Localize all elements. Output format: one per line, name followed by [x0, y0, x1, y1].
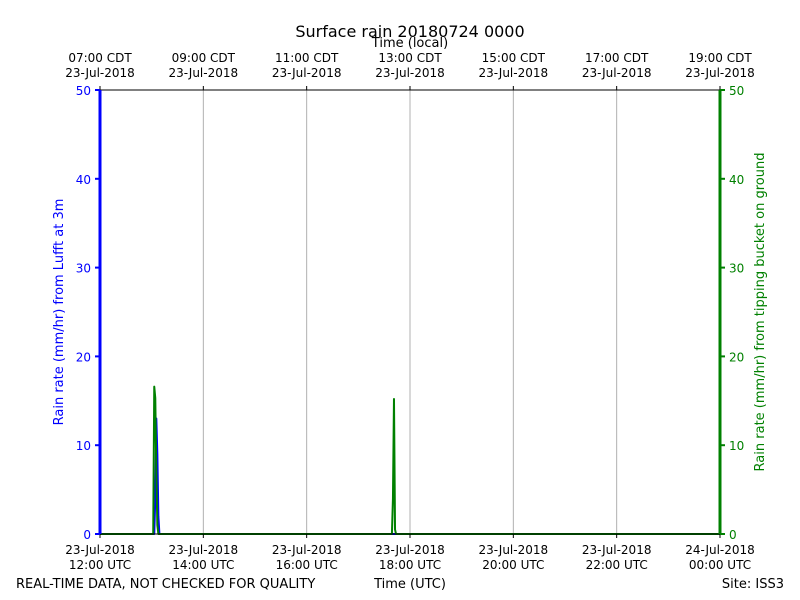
bottom-x-axis-label: Time (UTC): [373, 577, 446, 592]
bottom-tick-label-date: 24-Jul-2018: [685, 543, 755, 557]
top-tick-label-date: 23-Jul-2018: [582, 66, 652, 80]
left-tick-label: 10: [76, 439, 91, 453]
bottom-tick-label-time: 12:00 UTC: [69, 558, 131, 572]
top-x-axis-label: Time (local): [371, 36, 448, 51]
bottom-tick-label-time: 14:00 UTC: [172, 558, 234, 572]
bottom-tick-label-time: 20:00 UTC: [482, 558, 544, 572]
top-tick-label-date: 23-Jul-2018: [375, 66, 445, 80]
left-tick-label: 40: [76, 173, 91, 187]
bottom-tick-label-time: 18:00 UTC: [379, 558, 441, 572]
top-tick-label-time: 15:00 CDT: [482, 51, 546, 65]
grid-layer: [202, 90, 618, 534]
right-tick-label: 50: [729, 84, 744, 98]
top-tick-label-time: 17:00 CDT: [585, 51, 649, 65]
left-tick-label: 0: [83, 528, 91, 542]
right-tick-label: 30: [729, 262, 744, 276]
right-y-axis-label: Rain rate (mm/hr) from tipping bucket on…: [753, 153, 768, 472]
top-tick-label-time: 07:00 CDT: [68, 51, 132, 65]
bottom-tick-label-date: 23-Jul-2018: [582, 543, 652, 557]
top-tick-label-date: 23-Jul-2018: [272, 66, 342, 80]
bottom-tick-label-date: 23-Jul-2018: [169, 543, 239, 557]
left-tick-label: 20: [76, 350, 91, 364]
chart-title: Surface rain 20180724 0000: [295, 22, 524, 41]
bottom-tick-label-date: 23-Jul-2018: [272, 543, 342, 557]
right-tick-label: 20: [729, 350, 744, 364]
bottom-tick-label-date: 23-Jul-2018: [65, 543, 135, 557]
top-tick-label-time: 11:00 CDT: [275, 51, 339, 65]
right-tick-label: 40: [729, 173, 744, 187]
top-tick-label-date: 23-Jul-2018: [479, 66, 549, 80]
left-y-axis-label: Rain rate (mm/hr) from Lufft at 3m: [52, 199, 67, 426]
top-tick-label-date: 23-Jul-2018: [685, 66, 755, 80]
right-tick-label: 10: [729, 439, 744, 453]
top-tick-label-time: 13:00 CDT: [378, 51, 442, 65]
left-tick-label: 30: [76, 262, 91, 276]
site-label: Site: ISS3: [722, 577, 784, 592]
bottom-tick-label-time: 00:00 UTC: [689, 558, 751, 572]
bottom-tick-label-time: 22:00 UTC: [586, 558, 648, 572]
top-tick-label-date: 23-Jul-2018: [169, 66, 239, 80]
top-tick-label-date: 23-Jul-2018: [65, 66, 135, 80]
bottom-tick-label-date: 23-Jul-2018: [375, 543, 445, 557]
top-tick-label-time: 19:00 CDT: [688, 51, 752, 65]
right-tick-label: 0: [729, 528, 737, 542]
bottom-tick-label-date: 23-Jul-2018: [479, 543, 549, 557]
top-tick-label-time: 09:00 CDT: [172, 51, 236, 65]
bottom-tick-label-time: 16:00 UTC: [276, 558, 338, 572]
left-tick-label: 50: [76, 84, 91, 98]
quality-note: REAL-TIME DATA, NOT CHECKED FOR QUALITY: [16, 577, 315, 592]
